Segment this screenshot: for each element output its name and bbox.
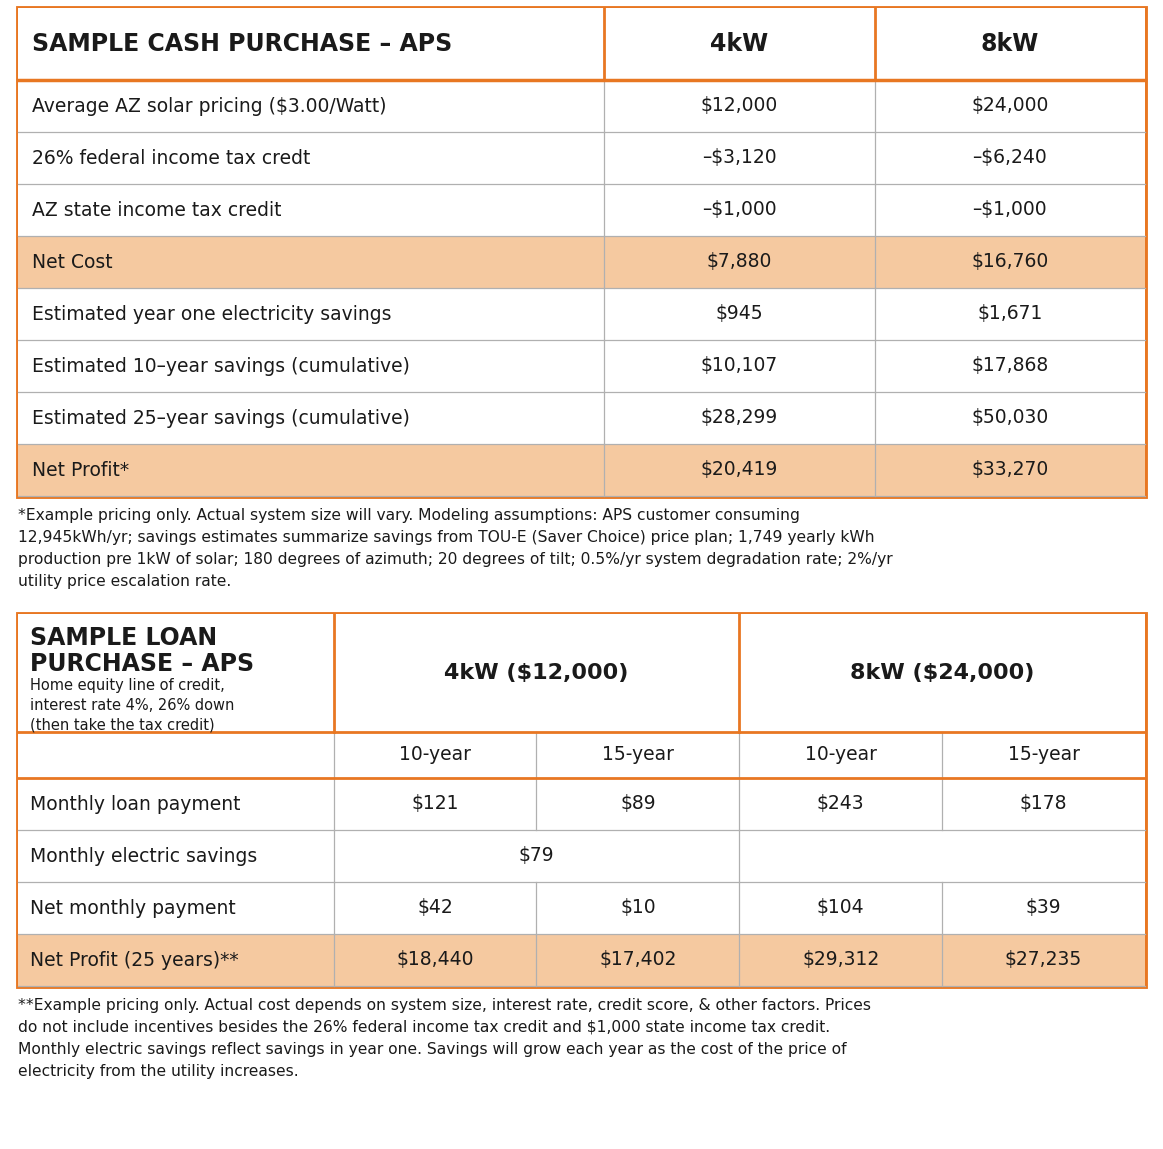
Text: $33,270: $33,270 <box>971 461 1048 479</box>
Text: AZ state income tax credit: AZ state income tax credit <box>33 200 281 219</box>
Text: Monthly loan payment: Monthly loan payment <box>30 794 241 813</box>
Text: SAMPLE LOAN: SAMPLE LOAN <box>30 626 217 650</box>
Text: 4kW ($12,000): 4kW ($12,000) <box>444 663 629 683</box>
Text: Estimated 10–year savings (cumulative): Estimated 10–year savings (cumulative) <box>33 356 409 376</box>
Text: Average AZ solar pricing ($3.00/Watt): Average AZ solar pricing ($3.00/Watt) <box>33 97 386 116</box>
Text: 8kW ($24,000): 8kW ($24,000) <box>850 663 1034 683</box>
Bar <box>17 444 1146 496</box>
Bar <box>17 392 1146 444</box>
Bar <box>17 80 1146 132</box>
Text: $27,235: $27,235 <box>1005 950 1083 970</box>
Text: $104: $104 <box>816 899 864 918</box>
Text: 10-year: 10-year <box>805 746 877 764</box>
Text: *Example pricing only. Actual system size will vary. Modeling assumptions: APS c: *Example pricing only. Actual system siz… <box>17 508 800 523</box>
Text: $17,402: $17,402 <box>599 950 677 970</box>
Bar <box>17 8 1146 496</box>
Text: Estimated year one electricity savings: Estimated year one electricity savings <box>33 304 392 324</box>
Text: $39: $39 <box>1026 899 1062 918</box>
Text: utility price escalation rate.: utility price escalation rate. <box>17 574 231 589</box>
Bar <box>17 288 1146 340</box>
Text: $121: $121 <box>412 794 458 813</box>
Text: $17,868: $17,868 <box>971 356 1048 376</box>
Bar <box>17 8 1146 80</box>
Text: $20,419: $20,419 <box>700 461 778 479</box>
Text: –$6,240: –$6,240 <box>972 148 1047 168</box>
Text: interest rate 4%, 26% down: interest rate 4%, 26% down <box>30 697 235 714</box>
Text: Net monthly payment: Net monthly payment <box>30 899 236 918</box>
Text: Estimated 25–year savings (cumulative): Estimated 25–year savings (cumulative) <box>33 409 409 427</box>
Text: SAMPLE CASH PURCHASE – APS: SAMPLE CASH PURCHASE – APS <box>33 32 452 56</box>
Bar <box>17 614 1146 732</box>
Text: Home equity line of credit,: Home equity line of credit, <box>30 678 224 693</box>
Bar <box>17 934 1146 986</box>
Text: $24,000: $24,000 <box>971 97 1049 116</box>
Text: 26% federal income tax credt: 26% federal income tax credt <box>33 148 311 168</box>
Text: –$3,120: –$3,120 <box>702 148 777 168</box>
Text: $7,880: $7,880 <box>707 253 772 271</box>
Text: do not include incentives besides the 26% federal income tax credit and $1,000 s: do not include incentives besides the 26… <box>17 1020 830 1035</box>
Text: $89: $89 <box>620 794 656 813</box>
Bar <box>17 882 1146 934</box>
Bar <box>17 830 1146 882</box>
Bar <box>17 236 1146 288</box>
Text: (then take the tax credit): (then take the tax credit) <box>30 718 215 733</box>
Bar <box>17 340 1146 392</box>
Text: $79: $79 <box>519 847 555 865</box>
Text: $12,000: $12,000 <box>700 97 778 116</box>
Bar <box>17 614 1146 986</box>
Text: –$1,000: –$1,000 <box>702 200 777 219</box>
Text: –$1,000: –$1,000 <box>972 200 1047 219</box>
Text: Monthly electric savings: Monthly electric savings <box>30 847 257 865</box>
Text: electricity from the utility increases.: electricity from the utility increases. <box>17 1064 299 1079</box>
Text: $178: $178 <box>1020 794 1068 813</box>
Text: 4kW: 4kW <box>711 32 769 56</box>
Text: $42: $42 <box>418 899 452 918</box>
Text: $10,107: $10,107 <box>700 356 778 376</box>
Text: **Example pricing only. Actual cost depends on system size, interest rate, credi: **Example pricing only. Actual cost depe… <box>17 998 871 1013</box>
Text: production pre 1kW of solar; 180 degrees of azimuth; 20 degrees of tilt; 0.5%/yr: production pre 1kW of solar; 180 degrees… <box>17 552 893 566</box>
Bar <box>17 132 1146 184</box>
Text: Monthly electric savings reflect savings in year one. Savings will grow each yea: Monthly electric savings reflect savings… <box>17 1042 847 1057</box>
Text: 10-year: 10-year <box>399 746 471 764</box>
Text: $10: $10 <box>620 899 656 918</box>
Text: PURCHASE – APS: PURCHASE – APS <box>30 651 255 676</box>
Text: $16,760: $16,760 <box>971 253 1048 271</box>
Text: $50,030: $50,030 <box>971 409 1048 427</box>
Text: 12,945kWh/yr; savings estimates summarize savings from TOU-E (Saver Choice) pric: 12,945kWh/yr; savings estimates summariz… <box>17 530 875 545</box>
Text: $29,312: $29,312 <box>802 950 879 970</box>
Text: $243: $243 <box>816 794 864 813</box>
Text: Net Profit (25 years)**: Net Profit (25 years)** <box>30 950 238 970</box>
Text: $28,299: $28,299 <box>700 409 778 427</box>
Text: 15-year: 15-year <box>601 746 673 764</box>
Text: $1,671: $1,671 <box>977 304 1042 324</box>
Bar <box>17 732 1146 778</box>
Text: Net Profit*: Net Profit* <box>33 461 129 479</box>
Text: $18,440: $18,440 <box>397 950 473 970</box>
Text: 15-year: 15-year <box>1007 746 1079 764</box>
Text: 8kW: 8kW <box>980 32 1039 56</box>
Text: $945: $945 <box>715 304 763 324</box>
Bar <box>17 778 1146 830</box>
Text: Net Cost: Net Cost <box>33 253 113 271</box>
Bar <box>17 184 1146 236</box>
